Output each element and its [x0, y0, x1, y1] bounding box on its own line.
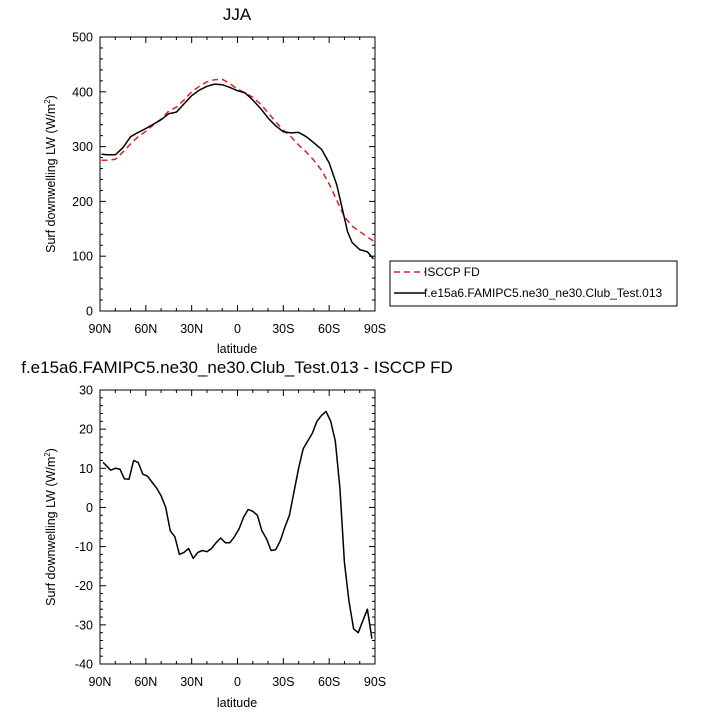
legend: ISCCP FD f.e15a6.FAMIPC5.ne30_ne30.Club_…: [389, 260, 678, 307]
y-tick-label: -40: [75, 658, 93, 672]
y-tick-label: 20: [79, 423, 93, 437]
x-tick-label: 30N: [180, 322, 203, 336]
y-tick-label: -10: [75, 540, 93, 554]
series-line-0-0: [101, 78, 374, 242]
y-tick-label: -20: [75, 579, 93, 593]
y-tick-label: 500: [72, 31, 93, 45]
legend-box: [389, 260, 678, 307]
chart-bottom-y-tick-labels: -40 -30 -20 -10 0 10 20 30: [75, 384, 93, 672]
chart-bottom-x-axis-label: latitude: [217, 696, 257, 710]
x-tick-label: 0: [234, 675, 241, 689]
x-tick-label: 60N: [134, 675, 157, 689]
y-tick-label: 200: [72, 195, 93, 209]
chart-top-x-axis-label: latitude: [217, 342, 257, 356]
chart-bottom: f.e15a6.FAMIPC5.ne30_ne30.Club_Test.013 …: [21, 358, 453, 710]
x-tick-label: 90N: [89, 675, 112, 689]
chart-top: JJA 90N 60N 30N 0 30S 60S 90S 0 100 200 300 400 500…: [43, 5, 386, 356]
series-line-0-1: [101, 83, 375, 260]
chart-bottom-series: [102, 410, 373, 639]
x-tick-label: 30S: [272, 675, 294, 689]
y-tick-label: 400: [72, 85, 93, 99]
chart-bottom-frame: [99, 389, 376, 665]
y-tick-label: 0: [86, 305, 93, 319]
x-tick-label: 60S: [318, 675, 340, 689]
series-line-1-0: [102, 410, 373, 639]
y-tick-label: 100: [72, 250, 93, 264]
x-tick-label: 90S: [364, 675, 386, 689]
legend-label-isccp: ISCCP FD: [424, 265, 480, 279]
y-tick-label: -30: [75, 618, 93, 632]
y-tick-label: 300: [72, 140, 93, 154]
chart-top-y-axis-label: Surf downwelling LW (W/m2): [43, 95, 58, 253]
chart-bottom-x-tick-labels: 90N 60N 30N 0 30S 60S 90S: [89, 675, 387, 689]
chart-top-y-tick-labels: 0 100 200 300 400 500: [72, 31, 93, 319]
legend-label-model: f.e15a6.FAMIPC5.ne30_ne30.Club_Test.013: [424, 286, 662, 300]
chart-top-series: [101, 78, 375, 260]
chart-top-frame: [99, 36, 376, 312]
chart-bottom-y-axis-label: Surf downwelling LW (W/m2): [43, 448, 58, 606]
x-tick-label: 30N: [180, 675, 203, 689]
x-tick-label: 60N: [134, 322, 157, 336]
x-tick-label: 60S: [318, 322, 340, 336]
chart-top-x-tick-labels: 90N 60N 30N 0 30S 60S 90S: [89, 322, 387, 336]
chart-bottom-title: f.e15a6.FAMIPC5.ne30_ne30.Club_Test.013 …: [21, 358, 453, 377]
x-tick-label: 90S: [364, 322, 386, 336]
y-tick-label: 30: [79, 384, 93, 398]
x-tick-label: 90N: [89, 322, 112, 336]
x-tick-label: 30S: [272, 322, 294, 336]
y-tick-label: 10: [79, 462, 93, 476]
x-tick-label: 0: [234, 322, 241, 336]
y-tick-label: 0: [86, 501, 93, 515]
chart-top-title: JJA: [223, 5, 252, 24]
